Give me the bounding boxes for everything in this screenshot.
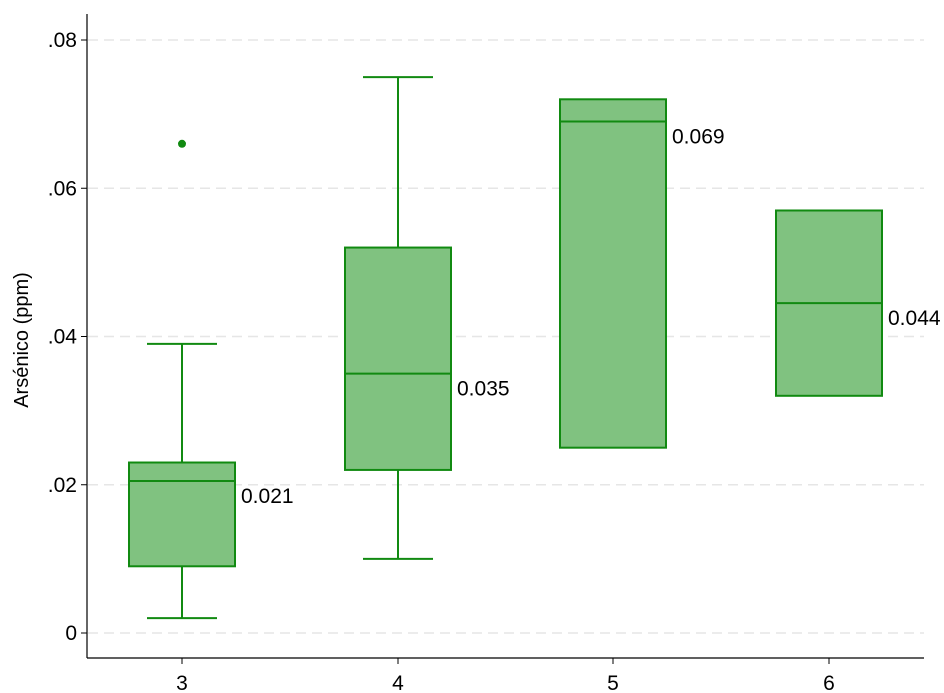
box-group-3: 0.021	[128, 139, 294, 620]
y-tick-label-4: .08	[48, 29, 77, 52]
y-axis-title: Arsénico (ppm)	[11, 272, 33, 408]
x-tick-label-6: 6	[823, 672, 835, 693]
y-tick-label-0: 0	[65, 622, 77, 645]
box-group-5: 0.069	[559, 98, 725, 449]
box-5	[559, 98, 667, 449]
x-tick-label-3: 3	[176, 672, 188, 693]
median-label-6: 0.044	[888, 307, 941, 330]
outlier-3-0	[178, 139, 186, 148]
axes: 0 .02 .04 .06 .08 3 4 5 6	[48, 14, 924, 693]
y-tick-label-3: .06	[48, 177, 77, 200]
y-tick-label-2: .04	[48, 326, 78, 349]
box-group-4: 0.035	[344, 76, 510, 560]
median-label-5: 0.069	[672, 126, 725, 149]
median-label-4: 0.035	[457, 378, 510, 401]
y-tick-label-1: .02	[48, 474, 77, 497]
x-tick-label-5: 5	[607, 672, 619, 693]
box-3	[128, 461, 236, 568]
boxes: 0.021 0.035 0.069 0.044	[128, 76, 941, 620]
box-group-6: 0.044	[775, 209, 941, 397]
x-tick-label-4: 4	[392, 672, 404, 693]
median-label-3: 0.021	[241, 485, 294, 508]
box-4	[344, 246, 452, 471]
